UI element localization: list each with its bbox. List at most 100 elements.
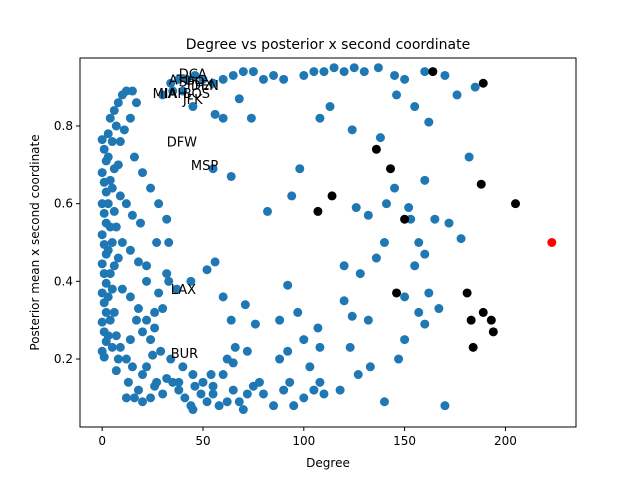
annotation-dca: DCA xyxy=(179,68,207,83)
data-point-default-206 xyxy=(313,323,323,333)
data-point-highlight-13 xyxy=(488,327,498,337)
data-point-default-138 xyxy=(158,90,168,100)
data-point-default-126 xyxy=(285,377,295,387)
data-point-default-222 xyxy=(434,304,444,314)
annotation-den: DEN xyxy=(191,79,219,94)
data-point-default-182 xyxy=(263,206,273,216)
data-point-default-236 xyxy=(142,362,152,372)
data-point-default-203 xyxy=(363,315,373,325)
data-point-highlight-10 xyxy=(462,288,472,298)
data-point-default-237 xyxy=(152,377,162,387)
data-point-default-66 xyxy=(117,284,127,294)
data-point-default-108 xyxy=(178,362,188,372)
data-point-default-29 xyxy=(103,292,113,302)
data-point-default-44 xyxy=(113,160,123,170)
data-point-default-34 xyxy=(107,238,117,247)
data-point-default-229 xyxy=(174,377,184,387)
data-point-default-65 xyxy=(142,261,152,271)
data-point-default-214 xyxy=(202,265,212,275)
data-point-default-87 xyxy=(162,269,172,279)
data-point-default-62 xyxy=(117,238,127,247)
data-point-default-162 xyxy=(420,67,430,77)
annotation-bos: BOS xyxy=(183,87,210,102)
data-point-default-96 xyxy=(180,393,190,403)
data-point-default-146 xyxy=(228,70,238,80)
data-point-default-67 xyxy=(125,292,135,302)
data-point-default-43 xyxy=(111,331,121,341)
data-point-highlight-1 xyxy=(478,78,488,88)
data-point-default-143 xyxy=(198,74,208,84)
chart-title: Degree vs posterior x second coordinate xyxy=(186,37,470,53)
x-axis-label: Degree xyxy=(306,456,350,470)
data-point-default-137 xyxy=(440,401,450,411)
data-point-default-211 xyxy=(240,300,250,310)
data-point-default-216 xyxy=(186,276,196,286)
data-point-default-0 xyxy=(97,135,107,145)
data-point-default-190 xyxy=(430,214,440,224)
data-point-default-27 xyxy=(103,245,113,255)
data-point-default-183 xyxy=(287,191,297,201)
annotation-iah: IAH xyxy=(165,87,188,102)
data-point-default-204 xyxy=(347,311,357,321)
data-point-default-186 xyxy=(363,210,373,220)
y-axis-ticks: 0.2 0.4 0.6 0.8 xyxy=(54,119,80,366)
points-layer xyxy=(97,63,557,415)
data-point-default-179 xyxy=(168,86,178,96)
data-point-default-61 xyxy=(135,218,145,228)
data-point-default-111 xyxy=(218,370,228,380)
data-point-default-75 xyxy=(123,377,133,387)
data-point-default-12 xyxy=(97,259,107,269)
data-point-default-79 xyxy=(138,168,147,178)
annotation-lax: LAX xyxy=(171,283,196,298)
data-point-default-31 xyxy=(103,331,113,341)
data-point-default-22 xyxy=(99,352,109,362)
x-tick-label: 150 xyxy=(393,434,416,448)
data-point-default-32 xyxy=(107,137,117,147)
data-point-default-219 xyxy=(400,292,410,302)
data-point-default-189 xyxy=(420,175,430,185)
data-point-default-25 xyxy=(103,199,113,209)
data-point-default-122 xyxy=(208,389,218,399)
data-point-default-127 xyxy=(305,362,315,372)
data-point-default-116 xyxy=(279,385,289,395)
data-point-default-64 xyxy=(133,257,143,267)
data-point-default-90 xyxy=(166,354,176,364)
data-point-default-202 xyxy=(355,269,365,279)
data-point-default-91 xyxy=(138,370,147,380)
data-point-default-60 xyxy=(127,210,137,220)
data-point-default-180 xyxy=(208,164,218,174)
data-point-highlight-12 xyxy=(486,315,496,325)
data-point-default-72 xyxy=(121,354,131,364)
data-point-default-38 xyxy=(109,206,119,216)
data-point-default-3 xyxy=(97,168,107,178)
data-point-default-109 xyxy=(188,370,198,380)
data-point-default-48 xyxy=(105,113,115,123)
data-point-default-17 xyxy=(101,307,111,317)
y-tick-label: 0.6 xyxy=(54,197,73,211)
data-point-default-198 xyxy=(410,261,420,271)
data-point-default-231 xyxy=(150,307,160,317)
data-point-default-177 xyxy=(188,102,198,112)
data-point-default-101 xyxy=(208,381,218,391)
data-point-default-46 xyxy=(113,354,123,364)
data-point-default-181 xyxy=(226,171,236,181)
data-point-default-125 xyxy=(275,354,285,364)
data-point-default-169 xyxy=(375,133,385,143)
data-point-default-168 xyxy=(347,125,357,135)
data-point-default-207 xyxy=(293,307,303,317)
data-point-default-148 xyxy=(248,67,258,77)
data-point-default-41 xyxy=(111,121,121,131)
data-point-default-171 xyxy=(410,102,420,112)
data-point-default-200 xyxy=(371,253,381,263)
data-point-default-35 xyxy=(107,284,117,294)
data-point-default-221 xyxy=(414,307,424,317)
data-point-default-131 xyxy=(353,370,363,380)
annotation-phx: PHX xyxy=(187,77,214,92)
data-point-default-50 xyxy=(113,98,123,108)
data-point-default-102 xyxy=(214,401,224,411)
data-point-default-93 xyxy=(158,389,168,399)
data-point-default-130 xyxy=(345,342,355,352)
data-point-default-184 xyxy=(295,164,305,174)
data-point-default-134 xyxy=(394,354,404,364)
data-point-default-226 xyxy=(230,342,240,352)
